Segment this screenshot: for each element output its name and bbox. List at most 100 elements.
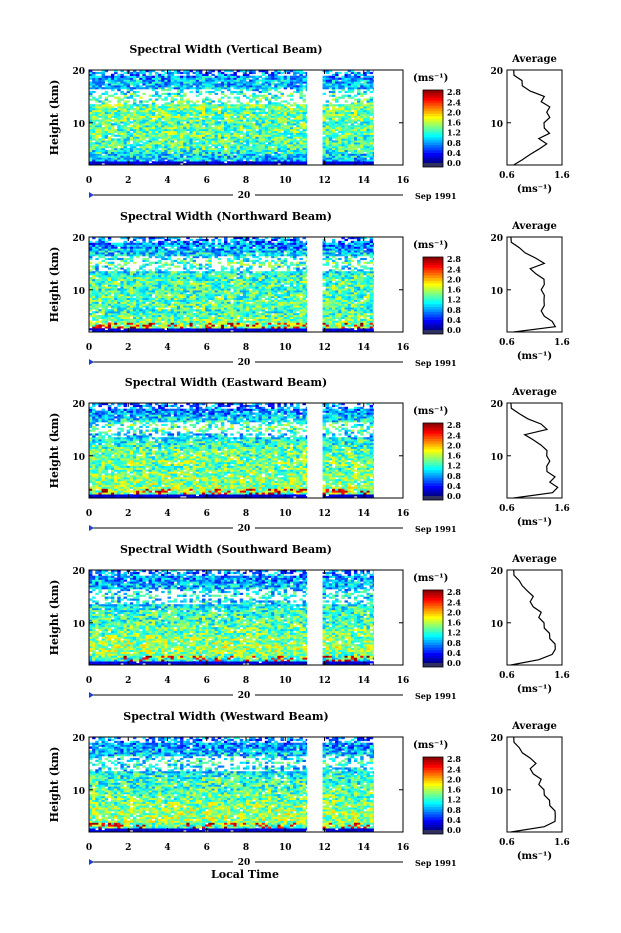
heatmap-cell — [196, 78, 199, 80]
heatmap-cell — [146, 283, 149, 285]
heatmap-cell — [237, 108, 240, 110]
heatmap-cell — [89, 271, 92, 273]
heatmap-cell — [142, 300, 145, 302]
heatmap-cell — [271, 102, 274, 104]
heatmap-cell — [199, 161, 202, 163]
heatmap-cell — [287, 131, 290, 133]
heatmap-cell — [357, 154, 360, 156]
heatmap-cell — [127, 285, 130, 287]
heatmap-cell — [120, 87, 123, 89]
heatmap-cell — [95, 304, 98, 306]
heatmap-cell — [139, 123, 142, 125]
heatmap-cell — [262, 135, 265, 137]
heatmap-cell — [338, 108, 341, 110]
heatmap-cell — [95, 298, 98, 300]
heatmap-cell — [363, 108, 366, 110]
heatmap-cell — [105, 152, 108, 154]
heatmap-cell — [271, 110, 274, 112]
heatmap-cell — [149, 328, 152, 330]
heatmap-cell — [149, 243, 152, 245]
heatmap-cell — [152, 300, 155, 302]
heatmap-cell — [351, 121, 354, 123]
heatmap-cell — [367, 137, 370, 139]
heatmap-cell — [111, 275, 114, 277]
heatmap-cell — [338, 125, 341, 127]
heatmap-cell — [230, 159, 233, 161]
heatmap-cell — [287, 81, 290, 83]
heatmap-cell — [139, 140, 142, 142]
heatmap-cell — [158, 271, 161, 273]
heatmap-cell — [102, 323, 105, 325]
heatmap-cell — [193, 148, 196, 150]
heatmap-cell — [367, 123, 370, 125]
heatmap-cell — [127, 262, 130, 264]
heatmap-cell — [102, 78, 105, 80]
heatmap-cell — [164, 78, 167, 80]
heatmap-cell — [360, 78, 363, 80]
heatmap-cell — [155, 110, 158, 112]
heatmap-cell — [348, 154, 351, 156]
heatmap-cell — [370, 142, 373, 144]
colorbar-swatch — [423, 134, 443, 137]
heatmap-cell — [323, 138, 326, 140]
heatmap-cell — [348, 138, 351, 140]
x-tick-label: 2 — [125, 176, 131, 186]
heatmap-cell — [287, 133, 290, 135]
heatmap-cell — [130, 241, 133, 243]
heatmap-cell — [146, 125, 149, 127]
heatmap-cell — [271, 112, 274, 114]
heatmap-cell — [120, 245, 123, 247]
heatmap-cell — [149, 108, 152, 110]
heatmap-cell — [177, 133, 180, 135]
heatmap-cell — [177, 157, 180, 159]
heatmap-cell — [111, 254, 114, 256]
heatmap-cell — [161, 292, 164, 294]
heatmap-cell — [243, 123, 246, 125]
heatmap-cell — [230, 106, 233, 108]
heatmap-cell — [354, 161, 357, 163]
heatmap-cell — [230, 93, 233, 95]
heatmap-cell — [196, 148, 199, 150]
heatmap-cell — [332, 146, 335, 148]
heatmap-cell — [233, 121, 236, 123]
heatmap-cell — [98, 81, 101, 83]
heatmap-cell — [287, 161, 290, 163]
heatmap-cell — [139, 150, 142, 152]
heatmap-cell — [152, 110, 155, 112]
heatmap-cell — [332, 144, 335, 146]
heatmap-cell — [102, 302, 105, 304]
heatmap-cell — [133, 285, 136, 287]
heatmap-cell — [108, 154, 111, 156]
heatmap-cell — [111, 83, 114, 85]
heatmap-cell — [114, 277, 117, 279]
heatmap-cell — [259, 131, 262, 133]
heatmap-cell — [363, 91, 366, 93]
heatmap-cell — [354, 140, 357, 142]
heatmap-cell — [130, 138, 133, 140]
heatmap-cell — [277, 150, 280, 152]
heatmap-cell — [252, 140, 255, 142]
heatmap-cell — [293, 112, 296, 114]
heatmap-cell — [332, 129, 335, 131]
chart-title: Spectral Width (Northward Beam) — [120, 210, 332, 223]
heatmap-cell — [146, 123, 149, 125]
heatmap-cell — [133, 80, 136, 82]
heatmap-cell — [95, 152, 98, 154]
heatmap-cell — [98, 119, 101, 121]
heatmap-cell — [274, 125, 277, 127]
heatmap-cell — [171, 137, 174, 139]
heatmap-cell — [171, 254, 174, 256]
heatmap-cell — [133, 271, 136, 273]
heatmap-cell — [348, 133, 351, 135]
heatmap-cell — [149, 277, 152, 279]
heatmap-cell — [293, 159, 296, 161]
chart-title: Spectral Width (Vertical Beam) — [129, 43, 322, 56]
heatmap-cell — [268, 83, 271, 85]
heatmap-cell — [139, 286, 142, 288]
heatmap-cell — [233, 85, 236, 87]
heatmap-cell — [341, 118, 344, 120]
heatmap-cell — [323, 146, 326, 148]
heatmap-cell — [130, 286, 133, 288]
heatmap-cell — [370, 144, 373, 146]
heatmap-cell — [218, 83, 221, 85]
